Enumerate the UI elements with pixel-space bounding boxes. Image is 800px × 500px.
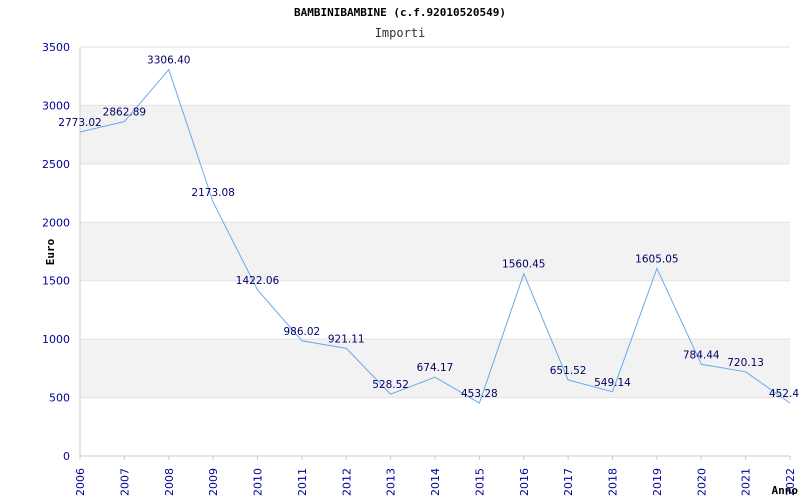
- data-label: 1422.06: [236, 275, 280, 287]
- data-label: 651.52: [550, 365, 587, 377]
- y-tick-label: 2500: [42, 158, 70, 171]
- x-tick-label: 2016: [518, 468, 531, 496]
- x-tick-label: 2021: [740, 468, 753, 496]
- x-tick-label: 2010: [252, 468, 265, 496]
- x-tick-label: 2018: [607, 468, 620, 496]
- data-label: 3306.40: [147, 55, 190, 67]
- data-label: 452.4: [769, 388, 799, 400]
- x-tick-label: 2020: [695, 468, 708, 496]
- x-axis-ticks: 2006 2007 2008 2009 2010 2011 2012 2013 2014 2015…: [74, 456, 797, 496]
- grid-bands: [80, 46, 790, 457]
- y-tick-label: 3500: [42, 41, 70, 54]
- y-tick-label: 3000: [42, 99, 70, 112]
- chart-title: BAMBINIBAMBINE (c.f.92010520549): [294, 6, 506, 19]
- x-tick-label: 2009: [207, 468, 220, 496]
- grid-band: [80, 222, 790, 281]
- grid-band: [80, 280, 790, 340]
- data-label: 720.13: [727, 357, 764, 369]
- data-label: 1560.45: [502, 259, 545, 271]
- grid-band: [80, 163, 790, 223]
- x-tick-label: 2013: [385, 468, 398, 496]
- x-tick-label: 2011: [296, 468, 309, 496]
- x-tick-label: 2006: [74, 468, 87, 496]
- data-label: 528.52: [372, 379, 409, 391]
- x-tick-label: 2022: [784, 468, 797, 496]
- data-label: 2773.02: [58, 117, 101, 129]
- x-tick-label: 2012: [340, 468, 353, 496]
- x-tick-label: 2015: [473, 468, 486, 496]
- data-label: 986.02: [284, 326, 321, 338]
- data-label: 549.14: [594, 377, 631, 389]
- x-tick-label: 2014: [429, 468, 442, 496]
- chart-subtitle: Importi: [375, 26, 426, 40]
- y-axis-ticks: 0 500 1000 1500 2000 2500 3000 3500: [42, 41, 70, 463]
- y-tick-label: 1000: [42, 333, 70, 346]
- data-label: 1605.05: [635, 253, 678, 265]
- y-tick-label: 0: [63, 450, 70, 463]
- y-tick-label: 500: [49, 392, 70, 405]
- data-label: 2173.08: [191, 187, 234, 199]
- grid-band: [80, 397, 790, 456]
- series-line: [79, 68, 791, 404]
- x-tick-label: 2007: [118, 468, 131, 496]
- x-axis-title: Anno: [772, 484, 799, 497]
- data-label: 784.44: [683, 349, 720, 361]
- grid-band: [80, 339, 790, 398]
- grid-band: [80, 47, 790, 106]
- data-label: 674.17: [417, 362, 454, 374]
- y-tick-label: 2000: [42, 216, 70, 229]
- data-label: 2862.89: [103, 106, 146, 118]
- x-tick-label: 2019: [651, 468, 664, 496]
- data-label: 921.11: [328, 333, 365, 345]
- x-tick-label: 2008: [163, 468, 176, 496]
- y-tick-label: 1500: [42, 275, 70, 288]
- x-tick-label: 2017: [562, 468, 575, 496]
- data-label: 453.28: [461, 388, 498, 400]
- y-axis-title: Euro: [44, 238, 57, 265]
- grid-band: [80, 105, 790, 164]
